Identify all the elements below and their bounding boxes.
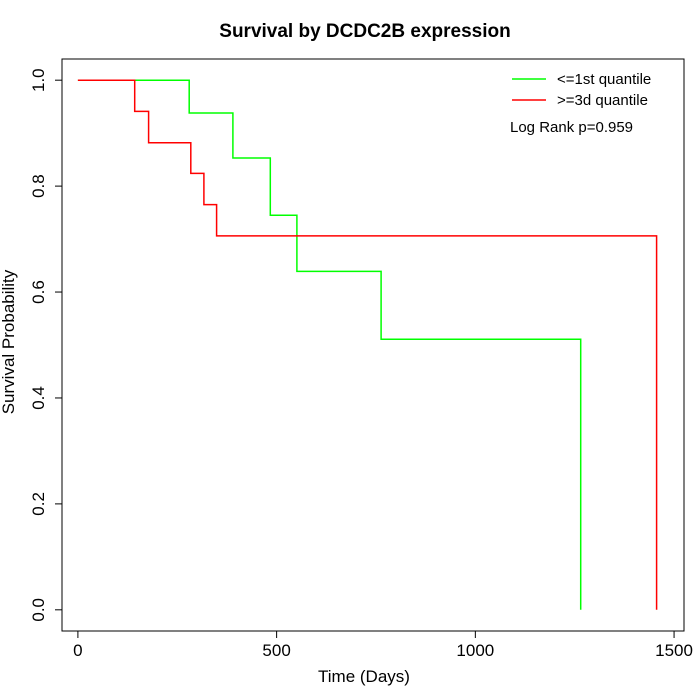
series-layer [77, 79, 658, 610]
y-axis-label: Survival Probability [0, 269, 18, 414]
series-line-1 [77, 79, 582, 610]
x-tick-label: 500 [262, 641, 290, 660]
series-line-2 [77, 79, 658, 610]
x-tick-label: 1000 [456, 641, 494, 660]
legend: <=1st quantile >=3d quantile [512, 71, 651, 109]
y-tick-label: 0.8 [29, 174, 48, 198]
log-rank-annotation: Log Rank p=0.959 [510, 119, 633, 136]
x-axis-label: Time (Days) [318, 667, 410, 686]
y-tick-label: 0.0 [29, 598, 48, 622]
legend-label: >=3d quantile [557, 92, 648, 109]
chart-title: Survival by DCDC2B expression [219, 21, 510, 42]
y-axis: 0.0 0.2 0.4 0.6 0.8 1.0 [29, 68, 63, 622]
x-tick-label: 1500 [655, 641, 693, 660]
legend-label: <=1st quantile [557, 71, 651, 88]
y-tick-label: 0.2 [29, 492, 48, 516]
x-tick-label: 0 [73, 641, 82, 660]
y-tick-label: 0.6 [29, 280, 48, 304]
y-tick-label: 0.4 [29, 386, 48, 410]
x-axis: 0 500 1000 1500 [73, 630, 693, 660]
y-tick-label: 1.0 [29, 68, 48, 92]
